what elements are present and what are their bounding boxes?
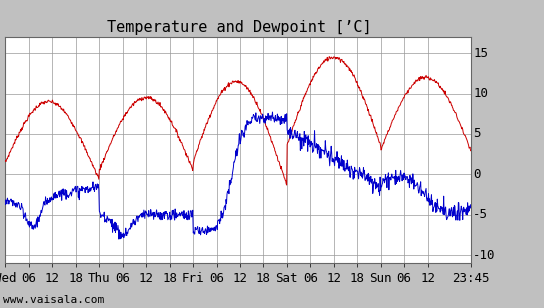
Text: 10: 10 (473, 87, 489, 100)
Text: -10: -10 (473, 249, 496, 262)
Text: Temperature and Dewpoint [’C]: Temperature and Dewpoint [’C] (107, 20, 372, 35)
Text: www.vaisala.com: www.vaisala.com (3, 295, 104, 305)
Text: 0: 0 (473, 168, 481, 181)
Text: -5: -5 (473, 208, 489, 221)
Text: 15: 15 (473, 47, 489, 60)
Text: 5: 5 (473, 128, 481, 140)
